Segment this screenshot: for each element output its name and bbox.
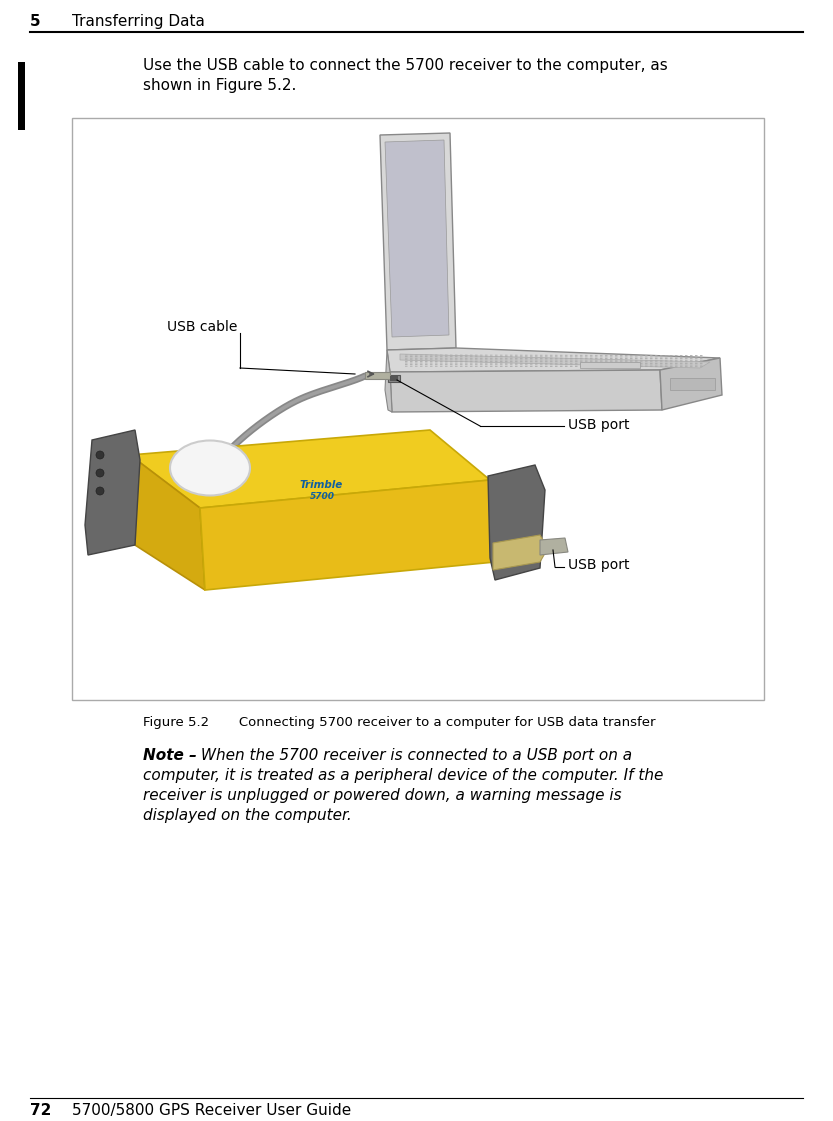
- Polygon shape: [85, 430, 140, 555]
- Polygon shape: [540, 538, 568, 555]
- Text: displayed on the computer.: displayed on the computer.: [143, 808, 352, 823]
- Text: receiver is unplugged or powered down, a warning message is: receiver is unplugged or powered down, a…: [143, 788, 621, 803]
- Bar: [72, 118, 764, 700]
- Polygon shape: [387, 348, 720, 372]
- Text: When the 5700 receiver is connected to a USB port on a: When the 5700 receiver is connected to a…: [196, 748, 632, 763]
- Text: 5700/5800 GPS Receiver User Guide: 5700/5800 GPS Receiver User Guide: [72, 1103, 352, 1118]
- Text: Transferring Data: Transferring Data: [72, 13, 205, 29]
- Text: Figure 5.2       Connecting 5700 receiver to a computer for USB data transfer: Figure 5.2 Connecting 5700 receiver to a…: [143, 716, 656, 729]
- Polygon shape: [130, 455, 205, 590]
- Text: 5700: 5700: [310, 492, 335, 501]
- Polygon shape: [388, 376, 400, 382]
- Polygon shape: [200, 480, 495, 590]
- Text: 72: 72: [30, 1103, 52, 1118]
- Bar: [18, 62, 25, 130]
- Text: Note –: Note –: [143, 748, 197, 763]
- Text: USB port: USB port: [568, 558, 630, 572]
- Polygon shape: [130, 430, 490, 508]
- Bar: [670, 378, 715, 390]
- Polygon shape: [660, 358, 722, 410]
- Bar: [580, 362, 640, 368]
- Ellipse shape: [170, 441, 250, 495]
- Text: computer, it is treated as a peripheral device of the computer. If the: computer, it is treated as a peripheral …: [143, 768, 663, 782]
- Text: Use the USB cable to connect the 5700 receiver to the computer, as: Use the USB cable to connect the 5700 re…: [143, 58, 668, 73]
- Polygon shape: [390, 370, 662, 413]
- Polygon shape: [385, 350, 392, 413]
- Polygon shape: [365, 372, 390, 379]
- Circle shape: [96, 469, 104, 478]
- Polygon shape: [400, 354, 710, 368]
- Polygon shape: [380, 133, 456, 350]
- Text: shown in Figure 5.2.: shown in Figure 5.2.: [143, 78, 297, 93]
- Text: USB port: USB port: [568, 418, 630, 432]
- Bar: [390, 376, 398, 381]
- Text: 5: 5: [30, 13, 41, 29]
- Polygon shape: [493, 535, 548, 569]
- Text: Trimble: Trimble: [300, 480, 343, 490]
- Circle shape: [96, 451, 104, 458]
- Text: USB cable: USB cable: [167, 319, 237, 334]
- Polygon shape: [488, 465, 545, 580]
- Circle shape: [96, 487, 104, 495]
- Polygon shape: [385, 140, 449, 337]
